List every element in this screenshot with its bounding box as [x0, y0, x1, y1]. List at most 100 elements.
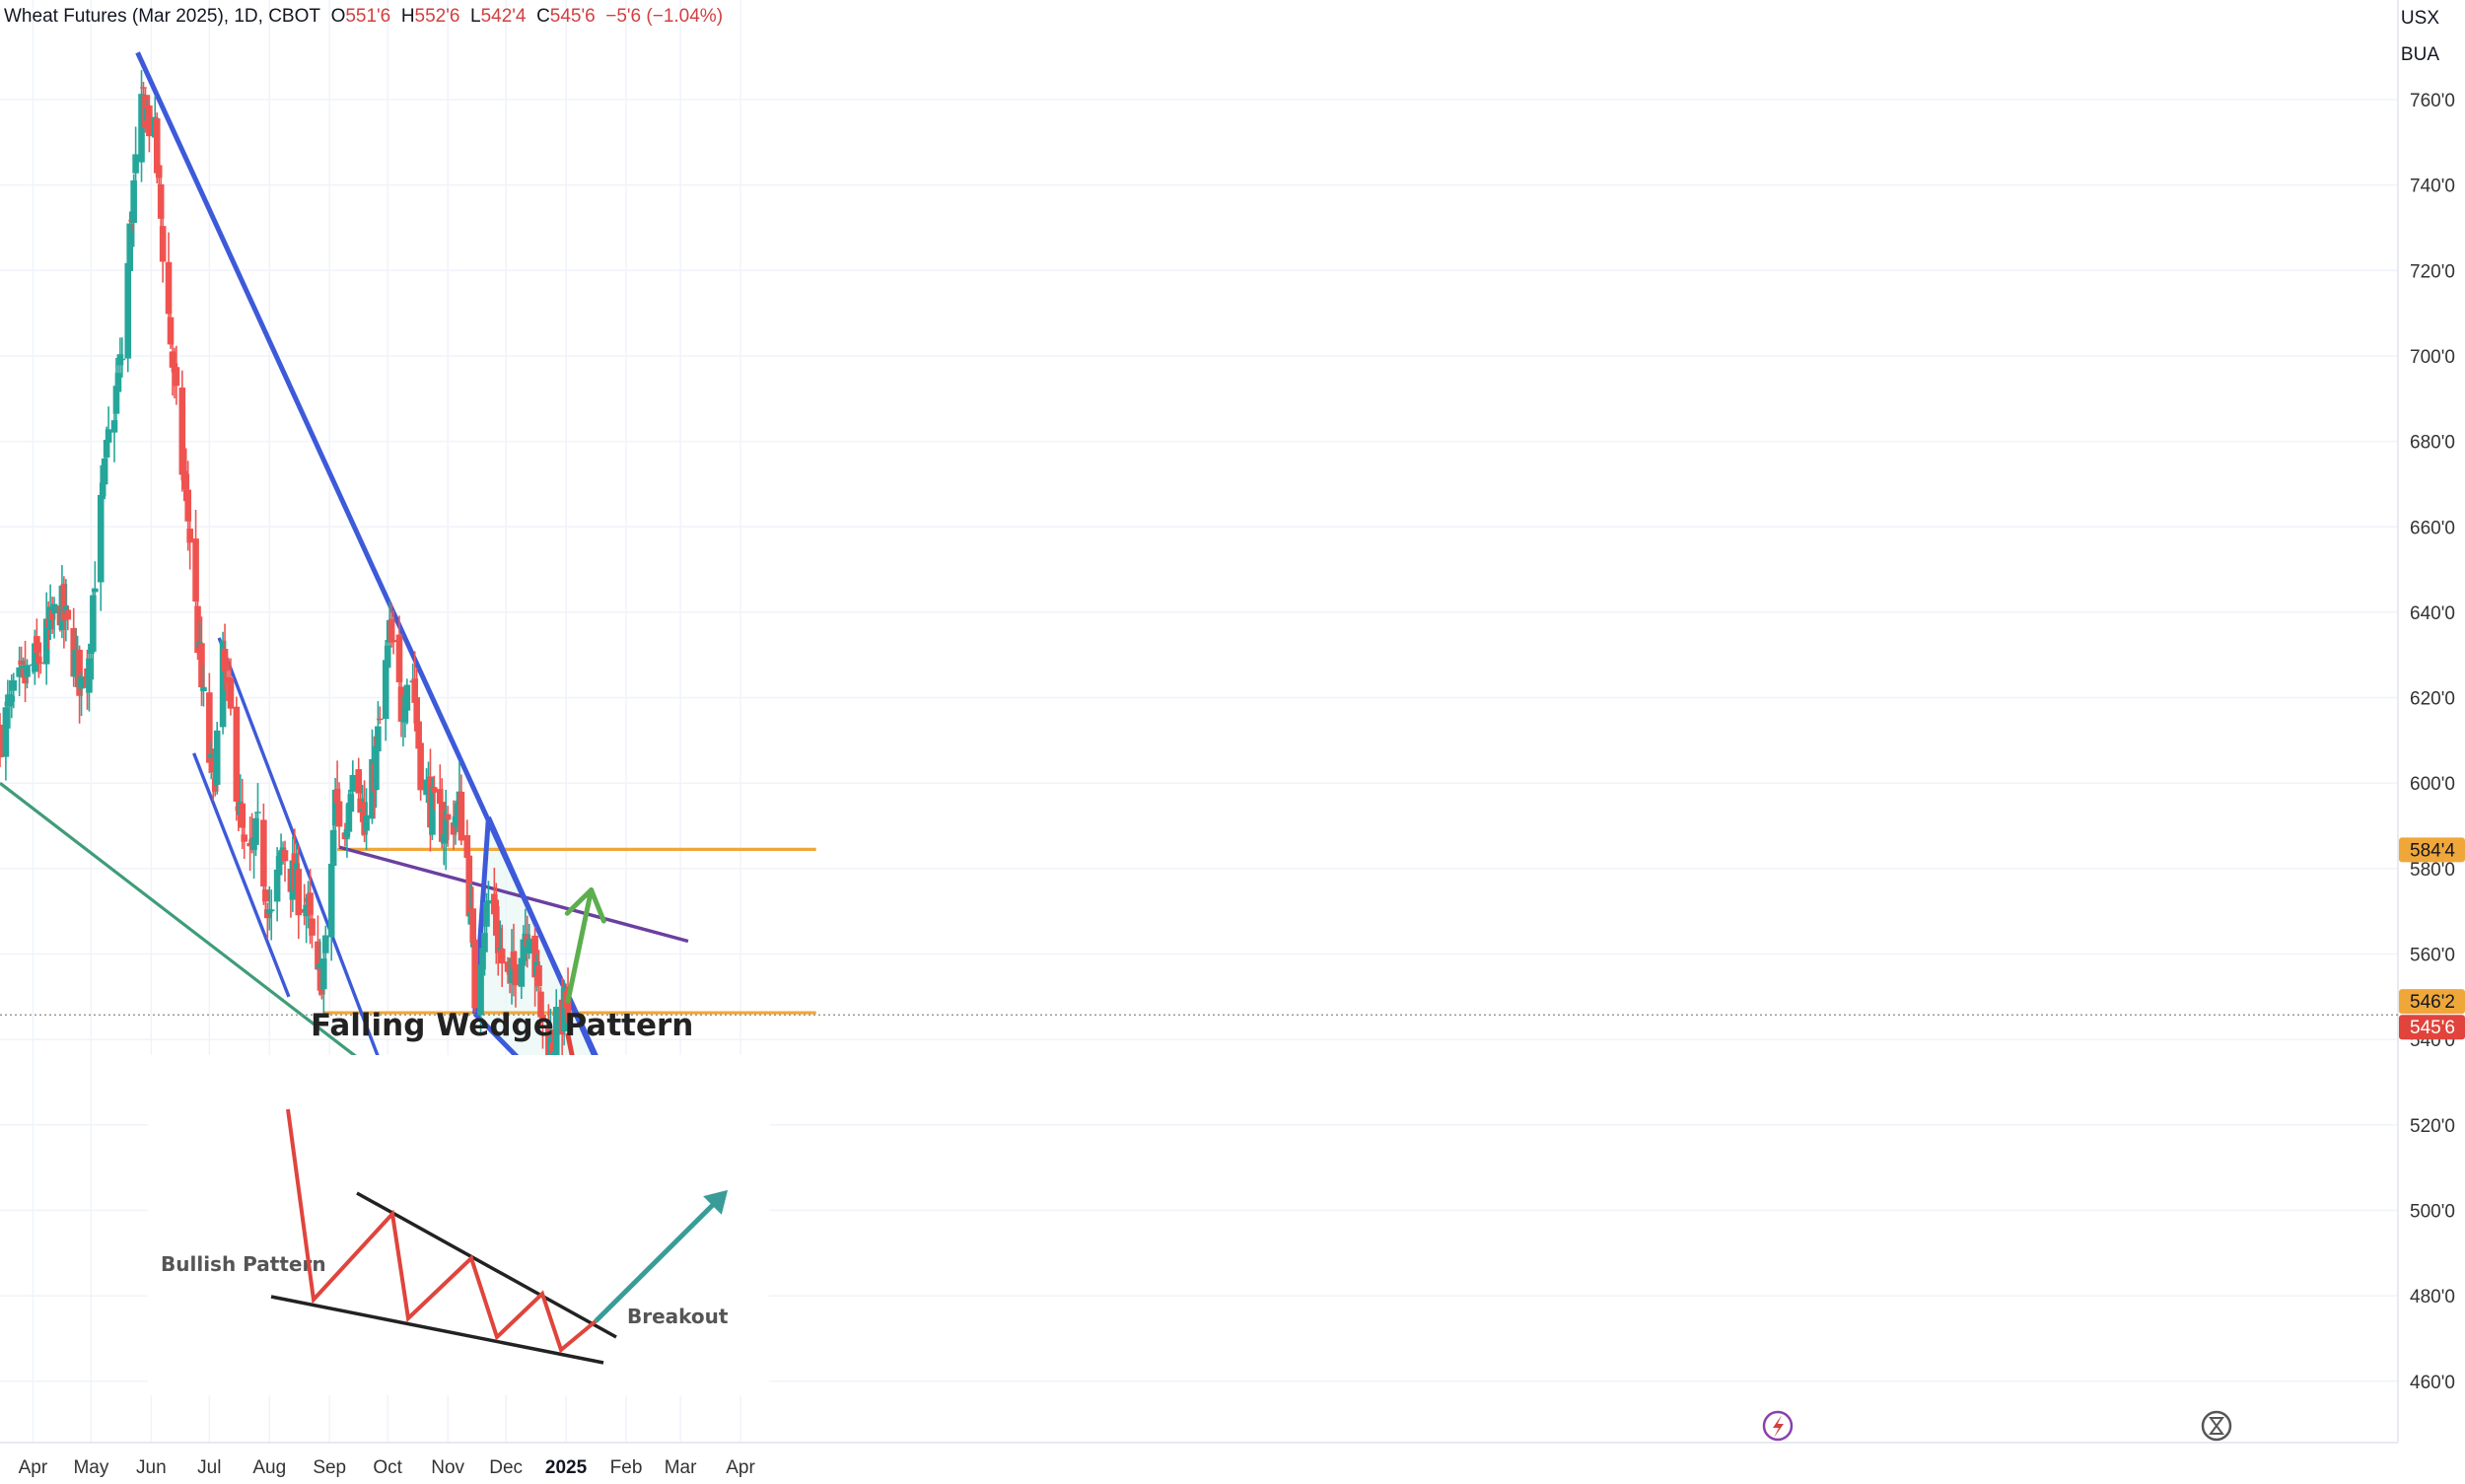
open-value: 551'6 [345, 6, 391, 27]
bullish-arrow-head [589, 887, 606, 924]
candle-up [552, 1007, 560, 1058]
candlestick-series [0, 70, 572, 1095]
high-value: 552'6 [414, 6, 460, 27]
bullish-arrow-shaft [565, 887, 595, 1004]
candle-down [531, 935, 538, 978]
candle-up [518, 957, 526, 987]
candle-down [355, 769, 363, 794]
time-tick-label: Dec [489, 1457, 523, 1478]
candle-down [357, 798, 364, 813]
time-axis[interactable]: Apr May Jun Jul Aug Sep Oct Nov Dec 2025 Feb Mar Apr [19, 1457, 756, 1478]
candle-up [32, 643, 38, 672]
candle-up [481, 933, 488, 953]
time-tick-label: Feb [610, 1457, 643, 1478]
candle-down [537, 991, 544, 1018]
candle-down [377, 718, 384, 721]
candle-down [146, 105, 153, 137]
price-tick-label: 720'0 [2410, 261, 2455, 282]
price-label-box [2399, 1015, 2465, 1040]
price-tick-label: 500'0 [2410, 1201, 2455, 1222]
candle-down [48, 608, 56, 620]
hourglass-icon[interactable] [2201, 1410, 2232, 1442]
candle-up [16, 667, 23, 677]
price-axis[interactable]: 760'0 740'0 720'0 700'0 680'0 660'0 640'0 620'0… [2410, 91, 2455, 1393]
candle-down [397, 686, 405, 722]
price-tick-label: 660'0 [2410, 518, 2455, 538]
candle-down [173, 367, 180, 387]
currency-label[interactable]: USX [2400, 8, 2439, 29]
candle-down [295, 869, 303, 916]
price-tick-label: 520'0 [2410, 1116, 2455, 1137]
price-labels: 584'4 546'2 545'6 [2399, 837, 2465, 1040]
candle-down [194, 605, 201, 654]
candle-up [92, 588, 99, 593]
candle-down [535, 964, 542, 987]
falling-wedge-inset: Falling Wedge Pattern Bullish Pattern Br… [148, 1008, 769, 1395]
candle-up [485, 900, 492, 904]
candle-up [508, 957, 516, 984]
candle-down [165, 261, 173, 315]
time-tick-label: Apr [726, 1457, 755, 1478]
candle-up [327, 864, 335, 938]
candle-up [454, 803, 461, 823]
candle-down [510, 952, 518, 969]
candle-down [221, 649, 229, 671]
candle-up [483, 901, 490, 927]
candle-up [207, 753, 215, 758]
channel-upper-line [217, 637, 389, 1084]
candle-up [347, 794, 355, 813]
price-tick-label: 460'0 [2410, 1373, 2455, 1393]
candle-down [211, 778, 219, 792]
change-value: −5'6 (−1.04%) [605, 6, 724, 27]
candle-down [413, 697, 420, 724]
bottom-icons[interactable] [1762, 1410, 2232, 1442]
candle-up [78, 675, 85, 689]
candle-down [260, 819, 267, 887]
candle-down [184, 489, 192, 522]
candle-up [97, 494, 105, 583]
price-label-text: 545'6 [2410, 1018, 2455, 1038]
high-label: H [400, 6, 415, 27]
candle-down [18, 660, 25, 666]
inset-bullish-label: Bullish Pattern [161, 1252, 326, 1276]
unit-label[interactable]: BUA [2400, 44, 2439, 65]
price-tick-label: 680'0 [2410, 433, 2455, 454]
candle-down [491, 893, 498, 915]
candle-down [76, 649, 83, 696]
inset-upper-line [356, 1191, 617, 1339]
candle-down [153, 118, 161, 174]
inset-breakout-label: Breakout [627, 1305, 729, 1328]
price-tick-label: 560'0 [2410, 946, 2455, 966]
bullish-arrow [564, 887, 606, 1004]
candle-down [436, 789, 444, 805]
candle-up [252, 817, 259, 845]
candle-up [50, 603, 58, 613]
candle-up [560, 987, 568, 1031]
candle-up [254, 812, 261, 813]
time-tick-label: Mar [665, 1457, 697, 1478]
time-tick-label: Oct [373, 1457, 402, 1478]
candle-up [375, 726, 382, 752]
candle-up [520, 939, 528, 961]
candle-up [275, 856, 283, 876]
candle-down [494, 927, 502, 954]
channel-lower-line [192, 752, 291, 998]
candle-down [333, 789, 341, 804]
time-tick-label: Nov [431, 1457, 464, 1478]
lightning-icon[interactable] [1762, 1410, 1794, 1442]
candle-down [169, 351, 176, 368]
inset-title: Falling Wedge Pattern [311, 1008, 693, 1043]
candle-down [465, 855, 473, 917]
candle-up [373, 745, 380, 791]
candle-down [411, 678, 419, 703]
candle-down [227, 677, 235, 709]
candle-down [264, 909, 271, 919]
candle-down [159, 226, 167, 262]
candle-down [64, 609, 72, 620]
candle-down [469, 908, 477, 943]
candle-down [444, 813, 452, 820]
candle-down [450, 822, 458, 835]
candle-down [233, 706, 241, 802]
inset-arrow-shaft [594, 1193, 725, 1323]
